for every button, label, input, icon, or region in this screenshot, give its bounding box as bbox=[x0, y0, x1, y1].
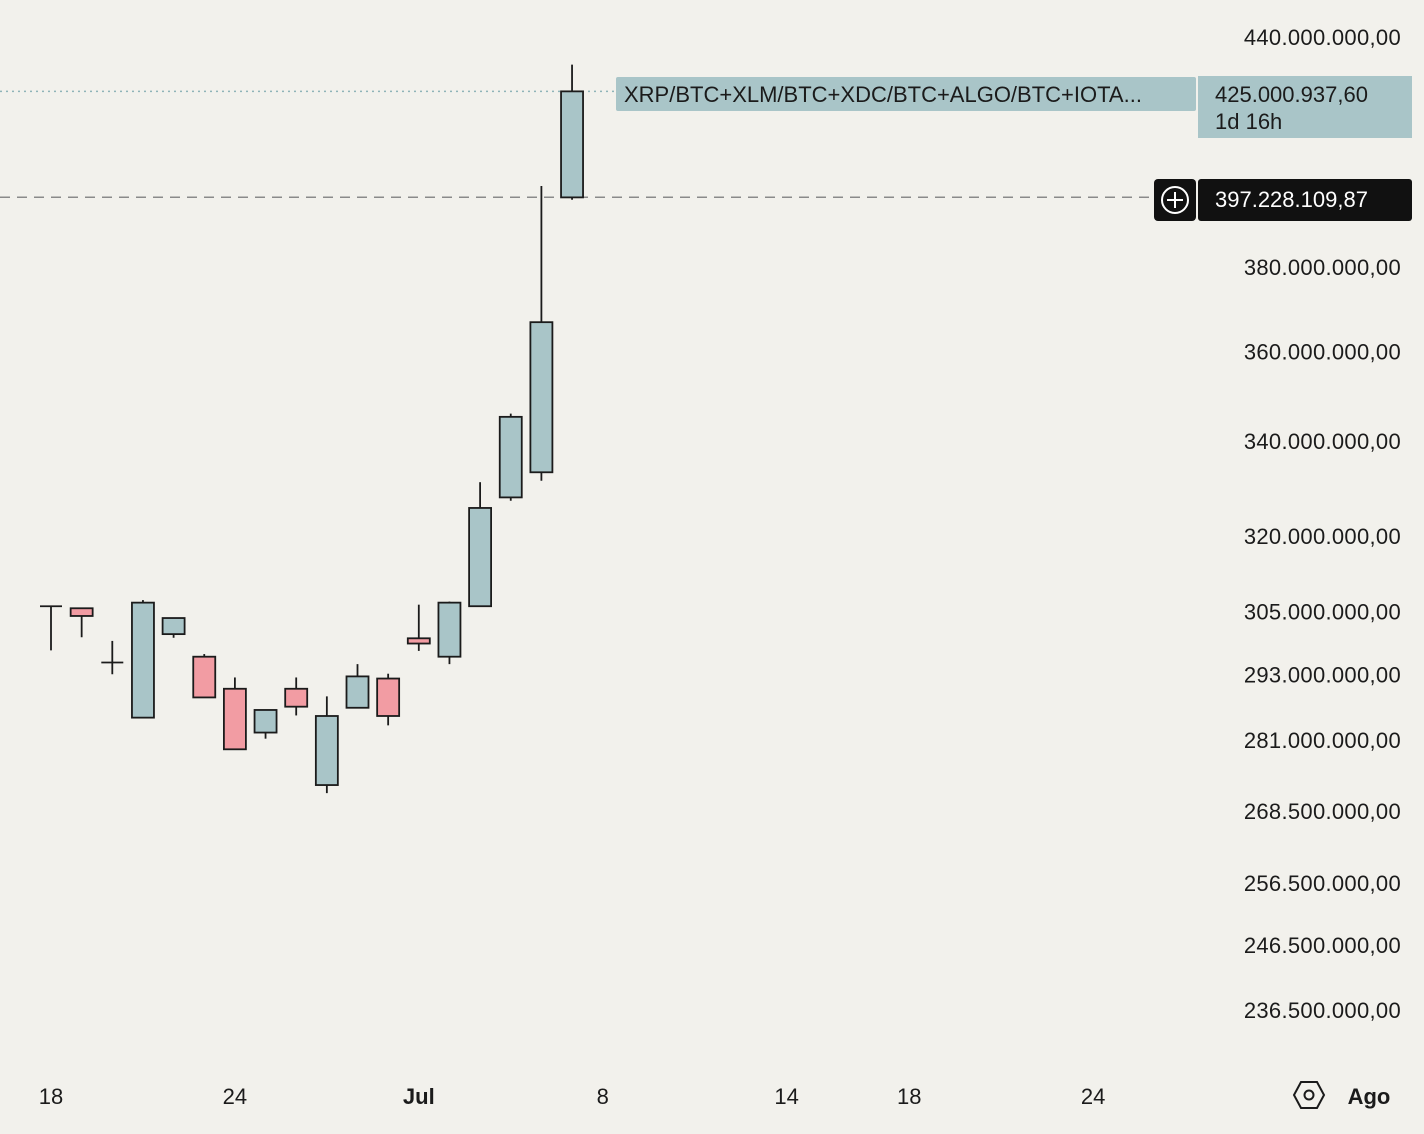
candle[interactable] bbox=[406, 604, 431, 651]
price-tick-label: 360.000.000,00 bbox=[1244, 340, 1401, 365]
candle[interactable] bbox=[253, 709, 278, 739]
candle-body bbox=[314, 715, 339, 786]
time-axis[interactable]: 1824Jul8141824Ago8 bbox=[39, 1084, 1424, 1109]
candle[interactable] bbox=[131, 600, 155, 719]
time-tick-label: Jul bbox=[403, 1084, 435, 1109]
price-tick-label: 293.000.000,00 bbox=[1244, 662, 1401, 687]
time-tick-label: 24 bbox=[223, 1084, 247, 1109]
candle-body bbox=[69, 607, 94, 617]
crosshair-price-box bbox=[1198, 179, 1412, 221]
candle-body bbox=[437, 601, 462, 658]
hexagon-settings-icon[interactable] bbox=[1292, 1081, 1326, 1109]
time-tick-label: 24 bbox=[1081, 1084, 1105, 1109]
candle[interactable] bbox=[437, 601, 462, 665]
price-tick-label: 246.500.000,00 bbox=[1244, 933, 1401, 958]
candle[interactable] bbox=[284, 677, 309, 716]
price-tick-label: 340.000.000,00 bbox=[1244, 429, 1401, 454]
price-tick-label: 440.000.000,00 bbox=[1244, 25, 1401, 50]
symbol-label-text: XRP/BTC+XLM/BTC+XDC/BTC+ALGO/BTC+IOTA... bbox=[624, 82, 1142, 107]
price-tick-label: 281.000.000,00 bbox=[1244, 728, 1401, 753]
candle[interactable] bbox=[101, 640, 124, 675]
time-tick-label: 14 bbox=[774, 1084, 798, 1109]
candle[interactable] bbox=[192, 654, 217, 699]
price-axis[interactable]: 440.000.000,00 380.000.000,00 360.000.000,… bbox=[1244, 25, 1401, 1023]
candle[interactable] bbox=[376, 673, 401, 726]
time-tick-label: 18 bbox=[39, 1084, 63, 1109]
candle-body bbox=[222, 687, 247, 751]
candle[interactable] bbox=[498, 413, 523, 501]
bar-countdown: 1d 16h bbox=[1215, 109, 1282, 134]
candle[interactable] bbox=[529, 185, 554, 481]
crosshair-price-value: 397.228.109,87 bbox=[1215, 187, 1368, 212]
last-price-box bbox=[1198, 76, 1412, 138]
last-price-marker: 425.000.937,60 1d 16h bbox=[1198, 76, 1412, 138]
time-tick-label: 18 bbox=[897, 1084, 921, 1109]
candle[interactable] bbox=[468, 482, 493, 608]
symbol-label: XRP/BTC+XLM/BTC+XDC/BTC+ALGO/BTC+IOTA... bbox=[616, 77, 1196, 111]
candle-body bbox=[192, 655, 217, 699]
time-tick-label: 8 bbox=[597, 1084, 609, 1109]
price-tick-label: 256.500.000,00 bbox=[1244, 871, 1401, 896]
candle[interactable] bbox=[69, 607, 94, 638]
candle-body bbox=[529, 321, 554, 474]
candle[interactable] bbox=[345, 664, 370, 709]
candle[interactable] bbox=[161, 617, 186, 638]
last-price-value: 425.000.937,60 bbox=[1215, 82, 1368, 107]
candle[interactable] bbox=[560, 64, 584, 200]
candle[interactable] bbox=[40, 605, 62, 651]
price-tick-label: 268.500.000,00 bbox=[1244, 799, 1401, 824]
candles[interactable] bbox=[40, 64, 584, 794]
candle-body bbox=[284, 687, 309, 708]
price-tick-label: 305.000.000,00 bbox=[1244, 599, 1401, 624]
candle-body bbox=[406, 637, 431, 645]
price-tick-label: 320.000.000,00 bbox=[1244, 524, 1401, 549]
candle-body bbox=[345, 675, 370, 709]
candle-body bbox=[376, 677, 401, 717]
time-tick-label: Ago bbox=[1348, 1084, 1391, 1109]
candle-body bbox=[498, 415, 523, 499]
candle-body bbox=[161, 617, 186, 636]
candle-body bbox=[131, 601, 155, 719]
candle[interactable] bbox=[222, 677, 247, 751]
price-tick-label: 380.000.000,00 bbox=[1244, 255, 1401, 280]
plus-circle-icon bbox=[1161, 186, 1189, 214]
crosshair-marker[interactable]: 397.228.109,87 bbox=[1154, 179, 1412, 221]
candle-body bbox=[560, 90, 584, 199]
candle-body bbox=[468, 507, 493, 608]
candle-body bbox=[253, 709, 278, 734]
symbol-label-box bbox=[616, 77, 1196, 111]
candle[interactable] bbox=[314, 696, 339, 794]
price-tick-label: 236.500.000,00 bbox=[1244, 998, 1401, 1023]
